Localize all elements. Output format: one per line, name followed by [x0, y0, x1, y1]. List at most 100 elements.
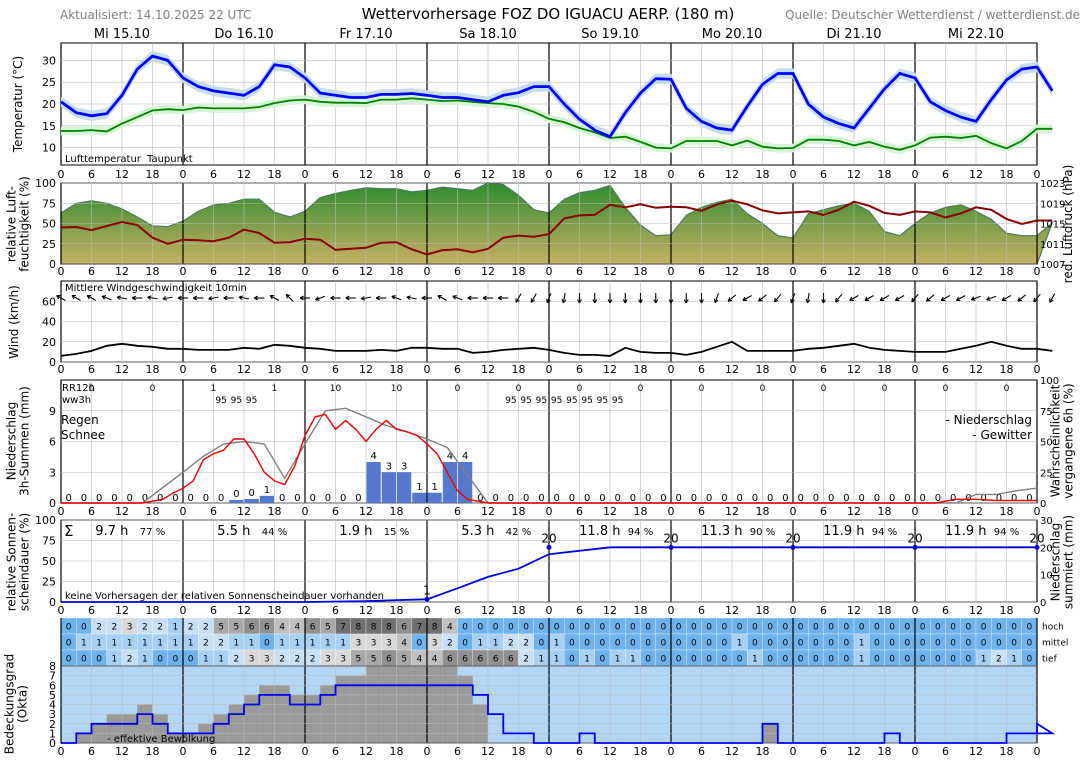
series-gewitter-prob-line	[61, 413, 1037, 504]
cloud-layer-value: 3	[340, 655, 346, 665]
sunshine-hour-tick: 6	[576, 604, 583, 617]
cloud-layer-value: 0	[661, 655, 667, 665]
precip-bar-label: 0	[325, 493, 331, 504]
sunshine-hour-tick: 12	[847, 604, 861, 617]
cloud-layer-value: 2	[295, 655, 301, 665]
rr12h-value: 0	[760, 384, 766, 394]
temp-hour-tick: 0	[546, 168, 553, 181]
cloud-layer-value: 0	[935, 623, 941, 633]
precip-bar-label: 0	[508, 493, 514, 504]
cloud-layer-value: 8	[371, 623, 377, 633]
cloud-cover-hour-tick: 6	[698, 745, 705, 758]
wind-direction-arrow-head	[131, 297, 137, 301]
precip-bar	[229, 499, 244, 503]
precip-sum-y-axis-label: Niederschlag summiert (mm)	[1049, 515, 1076, 609]
precip-hour-tick: 18	[756, 505, 770, 518]
cloud-cover-hour-tick: 12	[359, 745, 373, 758]
cloud-layer-value: 0	[1011, 639, 1017, 649]
cloud-layer-value: 0	[722, 655, 728, 665]
cloud-layer-value: 1	[188, 639, 194, 649]
cloud-layer-value: 0	[737, 655, 743, 665]
precip-bar-label: 4	[462, 451, 468, 462]
cloud-layer-value: 0	[676, 623, 682, 633]
wind-y-tick: 60	[42, 295, 56, 308]
wind-direction-arrow	[562, 292, 566, 304]
cloud-layer-value: 0	[828, 639, 834, 649]
cloud-layer-value: 5	[234, 623, 240, 633]
precip-sum-label: 20	[663, 531, 678, 545]
wind-hour-tick: 18	[512, 363, 526, 376]
cloud-cover-bar	[213, 714, 229, 743]
wind-direction-arrow-head	[638, 299, 641, 304]
cloud-layer-value: 0	[600, 655, 606, 665]
precip-bar-label: 0	[645, 493, 651, 504]
precip-bar-label: 0	[111, 493, 117, 504]
wind-hour-tick: 18	[1000, 363, 1014, 376]
cloud-layer-value: 5	[401, 655, 407, 665]
cloud-cover-hour-tick: 6	[576, 745, 583, 758]
wind-direction-arrow-head	[774, 299, 779, 303]
daily-sunshine-percent: 44 %	[262, 527, 287, 538]
cloud-layer-value: 0	[615, 639, 621, 649]
precip-hour-tick: 0	[1034, 505, 1041, 518]
daily-sunshine-percent: 42 %	[506, 527, 531, 538]
precip-bar-label: 0	[187, 493, 193, 504]
sunshine-hour-tick: 6	[88, 604, 95, 617]
cloud-layer-value: 0	[676, 655, 682, 665]
wind-direction-arrow	[774, 293, 782, 303]
wind-direction-arrow-head	[177, 297, 182, 301]
precip-sum-y-tick: 0	[1040, 598, 1046, 609]
cloud-cover-y-tick: 3	[49, 708, 56, 721]
wind-direction-arrow-head	[986, 299, 991, 301]
cloud-cover-hour-tick: 12	[603, 745, 617, 758]
cloud-layer-value: 0	[813, 623, 819, 633]
precip-bar-label: 0	[996, 493, 1002, 504]
cloud-cover-bar	[167, 733, 183, 743]
precip-bar-label: 0	[355, 493, 361, 504]
cloud-layer-value: 1	[295, 639, 301, 649]
wind-direction-arrow-head	[728, 299, 733, 302]
ww3h-code: 95	[551, 396, 562, 406]
cloud-layer-value: 0	[600, 639, 606, 649]
temp-hour-tick: 0	[302, 168, 309, 181]
cloud-layer-value: 8	[356, 623, 362, 633]
cloud-layer-value: 2	[203, 639, 209, 649]
rr12h-value: 1	[272, 384, 278, 394]
wind-direction-arrow-head	[790, 298, 792, 303]
humidity-hour-tick: 12	[115, 265, 129, 278]
wind-direction-arrow-head	[1017, 297, 1020, 302]
precip-hour-tick: 0	[58, 505, 65, 518]
cloud-layer-value: 0	[630, 623, 636, 633]
precip-hour-tick: 0	[302, 505, 309, 518]
cloud-layer-value: 4	[279, 623, 285, 633]
precip-bar-label: 0	[218, 493, 224, 504]
precip-bar	[458, 462, 473, 503]
cloud-cover-bar	[106, 714, 122, 743]
temp-hour-tick: 12	[969, 168, 983, 181]
cloud-layer-value: 0	[737, 623, 743, 633]
cloud-layer-value: 0	[1027, 623, 1033, 633]
cloud-layer-value: 0	[813, 639, 819, 649]
cloud-cover-y-tick: 6	[49, 679, 56, 692]
cloud-layer-value: 1	[142, 639, 148, 649]
precip-bar-label: 0	[203, 493, 209, 504]
wind-y-axis-label: Wind (km/h)	[7, 285, 21, 359]
wind-direction-arrow	[86, 295, 97, 301]
humidity-hour-tick: 18	[1000, 265, 1014, 278]
cloud-layer-value: 2	[203, 623, 209, 633]
wind-direction-arrow-head	[497, 297, 503, 301]
sunshine-y-tick: 25	[42, 576, 56, 589]
humidity-y-axis-label: relative Luft-feuchtigkeit (%)	[5, 176, 32, 272]
wind-direction-arrow-head	[375, 295, 381, 299]
precip-hour-tick: 0	[424, 505, 431, 518]
cloud-layer-value: 2	[188, 623, 194, 633]
cloud-cover-hour-tick: 12	[481, 745, 495, 758]
cloud-layer-value: 4	[295, 623, 301, 633]
sunshine-hour-tick: 6	[942, 604, 949, 617]
temp-hour-tick: 0	[180, 168, 187, 181]
precip-bar-label: 0	[736, 493, 742, 504]
wind-direction-arrow-head	[940, 296, 944, 301]
cloud-cover-hour-tick: 18	[878, 745, 892, 758]
wind-direction-arrow-head	[955, 296, 959, 301]
wind-direction-arrow-head	[655, 299, 659, 304]
